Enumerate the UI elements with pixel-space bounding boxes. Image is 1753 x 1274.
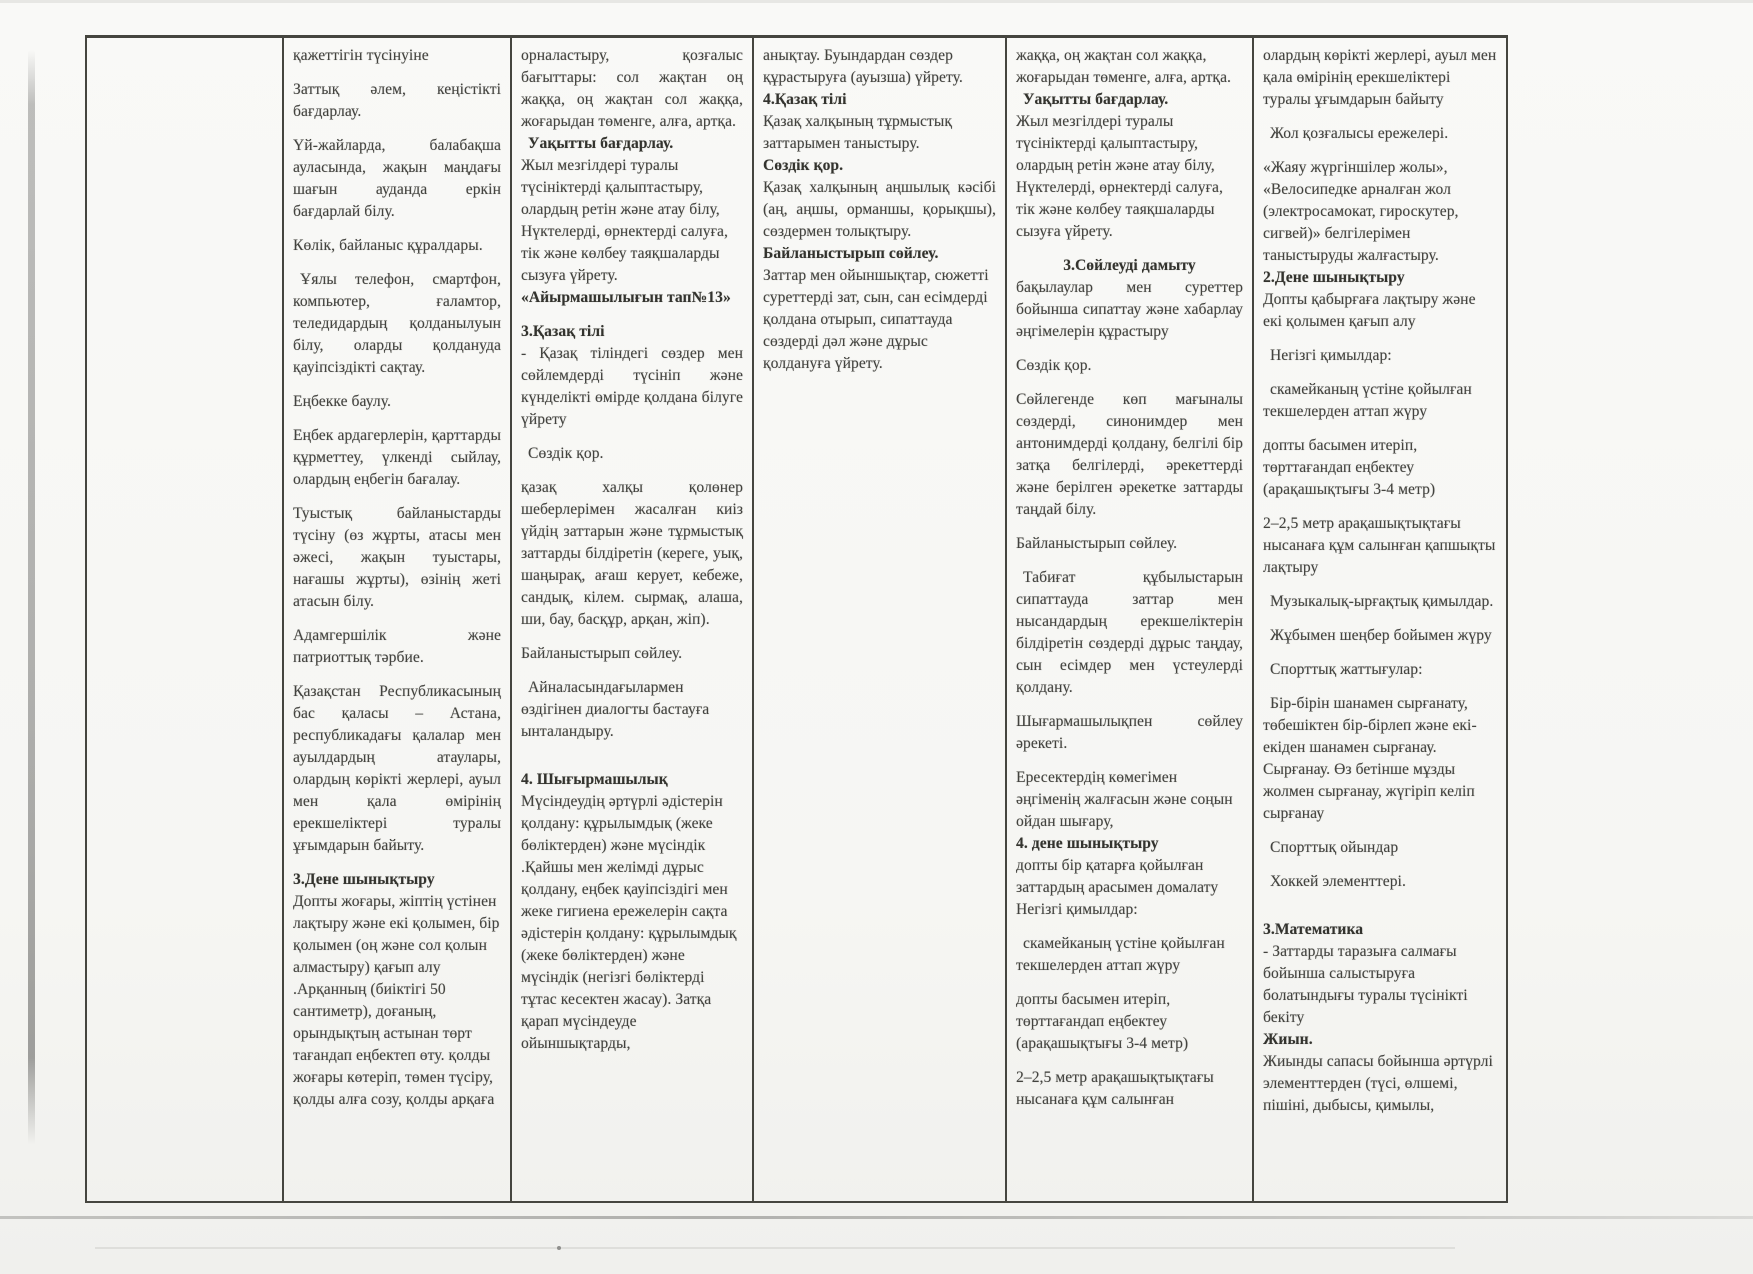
paragraph: Сөздік қор. <box>528 445 604 462</box>
paragraph: Жыл мезгілдері туралы түсініктерді қалып… <box>1016 113 1223 240</box>
scan-artifact-left-edge <box>28 50 35 1145</box>
paragraph: Туыстық байланыстарды түсіну (өз жұрты, … <box>293 505 501 610</box>
paragraph: 4.Қазақ тілі <box>763 91 847 108</box>
scan-artifact-bottom-line <box>0 1216 1753 1219</box>
paragraph: Мүсіндеудің әртүрлі әдістерін қолдану: қ… <box>521 793 737 1052</box>
paragraph: - Қазақ тіліндегі сөздер мен сөйлемдерді… <box>521 345 743 428</box>
table-column-1: қажеттігін түсінуіне Заттық әлем, кеңісті… <box>282 38 510 1201</box>
paragraph: Еңбек ардагерлерін, қарттарды құрметтеу,… <box>293 427 501 488</box>
paragraph: қажеттігін түсінуіне <box>293 47 429 64</box>
paragraph: Спорттық жаттығулар: <box>1270 661 1423 678</box>
paragraph: допты басымен итеріп, төрттағандап еңбек… <box>1016 991 1189 1052</box>
paragraph: орналастыру, қозғалыс бағыттары: сол жақ… <box>521 47 743 130</box>
table-column-4: жаққа, оң жақтан сол жаққа, жоғарыдан тө… <box>1005 38 1252 1201</box>
paragraph: Еңбекке баулу. <box>293 393 392 410</box>
table-column-5: олардың көрікті жерлері, ауыл мен қала ө… <box>1252 38 1506 1201</box>
paragraph: жаққа, оң жақтан сол жаққа, жоғарыдан тө… <box>1016 47 1232 86</box>
paragraph: Табиғат құбылыстарын сипаттауда заттар м… <box>1016 569 1243 696</box>
paragraph: Байланыстырып сөйлеу. <box>763 245 939 262</box>
paragraph: Қазақстан Республикасының бас қаласы – А… <box>293 683 501 854</box>
paragraph: Уақытты бағдарлау. <box>1023 91 1169 108</box>
paragraph: Байланыстырып сөйлеу. <box>1016 535 1178 552</box>
table-column-2: орналастыру, қозғалыс бағыттары: сол жақ… <box>510 38 752 1201</box>
paragraph: Жол қозғалысы ережелері. <box>1270 125 1449 142</box>
paragraph: олардың көрікті жерлері, ауыл мен қала ө… <box>1263 47 1497 108</box>
paragraph: Сөйлегенде көп мағыналы сөздерді, синони… <box>1016 391 1243 518</box>
paragraph: скамейканың үстіне қойылған текшелерден … <box>1016 935 1225 974</box>
paragraph: 3.Қазақ тілі <box>521 323 605 340</box>
paragraph: Жиынды сапасы бойынша әртүрлі элементтер… <box>1263 1053 1493 1114</box>
paragraph: Негізгі қимылдар: <box>1270 347 1392 364</box>
paragraph: Көлік, байланыс құралдары. <box>293 237 483 254</box>
paragraph: Қазақ халқының тұрмыстық заттарымен таны… <box>763 113 953 152</box>
paragraph: скамейканың үстіне қойылған текшелерден … <box>1263 381 1472 420</box>
paragraph: Айналасындағылармен өздігінен диалогты б… <box>521 679 710 740</box>
paragraph: Үй-жайларда, балабақша ауласында, жақын … <box>293 137 501 220</box>
curriculum-table: қажеттігін түсінуіне Заттық әлем, кеңісті… <box>85 35 1508 1203</box>
paragraph: Ұялы телефон, смартфон, компьютер, ғалам… <box>293 271 501 376</box>
scan-artifact-top-edge <box>0 0 1753 3</box>
paragraph: Адамгершілік және патриоттық тәрбие. <box>293 627 501 666</box>
paragraph: 2.Дене шынықтыру <box>1263 269 1405 286</box>
paragraph: - Заттарды таразыға салмағы бойынша салы… <box>1263 943 1468 1026</box>
paragraph: Бір-бірін шанамен сырғанату, төбешіктен … <box>1263 695 1477 822</box>
paragraph: қазақ халқы қолөнер шеберлерімен жасалға… <box>521 479 743 628</box>
paragraph: Хоккей элементтері. <box>1270 873 1406 890</box>
paragraph: Заттар мен ойыншықтар, сюжетті суреттерд… <box>763 267 989 372</box>
paragraph: 3.Математика <box>1263 921 1364 938</box>
paragraph: бақылаулар мен суреттер бойынша сипаттау… <box>1016 279 1243 340</box>
table-cell-empty <box>87 38 282 1201</box>
paragraph: Жиын. <box>1263 1031 1313 1048</box>
paragraph: 2–2,5 метр арақашықтықтағы нысанаға құм … <box>1263 515 1496 576</box>
paragraph: Сөздік қор. <box>1016 357 1092 374</box>
paragraph: Музыкалық-ырғақтық қимылдар. <box>1270 593 1494 610</box>
paragraph: Жыл мезгілдері туралы түсініктерді қалып… <box>521 157 728 284</box>
paragraph: 2–2,5 метр арақашықтықтағы нысанаға құм … <box>1016 1069 1214 1108</box>
paragraph: Байланыстырып сөйлеу. <box>521 645 683 662</box>
paragraph: «Жаяу жүргіншілер жолы», «Велосипедке ар… <box>1263 159 1459 264</box>
paragraph: допты бір қатарға қойылған заттардың ара… <box>1016 857 1219 918</box>
paragraph: Шығармашылықпен сөйлеу әрекеті. <box>1016 713 1243 752</box>
paragraph: Жұбымен шеңбер бойымен жүру <box>1270 627 1492 644</box>
paragraph: Заттық әлем, кеңістікті бағдарлау. <box>293 81 501 120</box>
paragraph: 3.Дене шынықтыру <box>293 871 435 888</box>
table-column-3: анықтау. Буындардан сөздер құрастыруға (… <box>752 38 1005 1201</box>
paragraph: 4. Шығырмашылық <box>521 771 668 788</box>
scan-artifact-dot <box>557 1246 561 1250</box>
paragraph: 4. дене шынықтыру <box>1016 835 1159 852</box>
paragraph: Спорттық ойындар <box>1270 839 1399 856</box>
paragraph: Уақытты бағдарлау. <box>528 135 674 152</box>
paragraph: Қазақ халқының аңшылық кәсібі (аң, аңшы,… <box>763 179 996 240</box>
paragraph: Ересектердің көмегімен әңгіменің жалғасы… <box>1016 769 1233 830</box>
scan-artifact-bottom-line-faint <box>95 1247 1455 1249</box>
paragraph: допты басымен итеріп, төрттағандап еңбек… <box>1263 437 1436 498</box>
paragraph: Допты жоғары, жіптің үстінен лақтыру жән… <box>293 893 500 1108</box>
paragraph: «Айырмашылығын тап№13» <box>521 289 731 306</box>
paragraph: Сөздік қор. <box>763 157 844 174</box>
paragraph: Допты қабырғаға лақтыру және екі қолымен… <box>1263 291 1476 330</box>
paragraph: 3.Сөйлеуді дамыту <box>1063 257 1196 274</box>
paragraph: анықтау. Буындардан сөздер құрастыруға (… <box>763 47 963 86</box>
